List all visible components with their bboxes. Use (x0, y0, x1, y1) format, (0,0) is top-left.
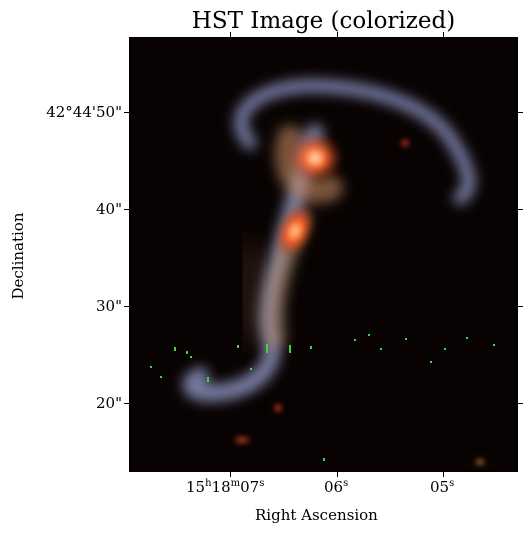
astronomy-image-panel (129, 37, 518, 472)
y-axis-title: Declination (9, 212, 27, 299)
x-tick-mark (443, 472, 444, 477)
y-tick-mark (124, 209, 129, 210)
x-tick-label: 05s (430, 478, 454, 496)
x-tick-mark-top (230, 32, 231, 37)
x-tick-label: 06s (324, 478, 348, 496)
y-tick-mark (124, 112, 129, 113)
x-tick-mark (337, 472, 338, 477)
figure-title: HST Image (colorized) (129, 5, 518, 37)
galaxy-image (130, 38, 518, 472)
y-tick-mark-right (518, 403, 523, 404)
x-tick-mark-top (337, 32, 338, 37)
y-tick-label: 30" (96, 297, 122, 315)
x-axis-title: Right Ascension (255, 506, 378, 524)
y-tick-mark-right (518, 306, 523, 307)
y-tick-label: 40" (96, 200, 122, 218)
y-tick-mark-right (518, 112, 523, 113)
y-tick-mark (124, 403, 129, 404)
x-tick-mark (230, 472, 231, 477)
y-tick-mark (124, 306, 129, 307)
x-tick-mark-top (443, 32, 444, 37)
y-tick-label: 20" (96, 394, 122, 412)
y-tick-label: 42°44'50" (46, 103, 122, 121)
x-tick-label: 15h18m07s (186, 478, 264, 496)
y-tick-mark-right (518, 209, 523, 210)
